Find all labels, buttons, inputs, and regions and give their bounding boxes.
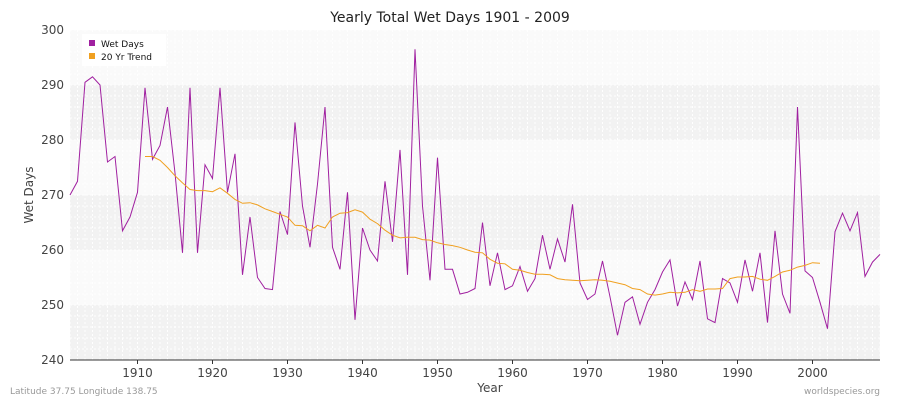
y-tick-label: 290 [41,78,64,92]
footer-location: Latitude 37.75 Longitude 138.75 [10,387,158,397]
legend-label-trend: 20 Yr Trend [101,53,152,63]
y-tick-label: 280 [41,133,64,147]
x-tick-label: 1950 [422,366,453,380]
footer-source: worldspecies.org [804,387,880,397]
y-axis-label: Wet Days [22,166,36,223]
x-tick-label: 1990 [722,366,753,380]
series-line-trend [145,156,821,296]
legend-label-wet-days: Wet Days [101,40,144,50]
x-axis-label: Year [476,381,502,395]
series-line-wet-days [69,49,881,336]
x-tick-label: 1970 [572,366,603,380]
x-tick-label: 1930 [272,366,303,380]
series-layer [69,49,881,336]
legend-swatch-wet-days [89,40,95,46]
x-tick-label: 1920 [197,366,228,380]
y-tick-label: 240 [41,353,64,367]
legend: Wet Days 20 Yr Trend [82,34,166,66]
y-tick-label: 260 [41,243,64,257]
grid-lines [69,29,881,361]
x-tick-label: 2000 [797,366,828,380]
x-tick-label: 1940 [347,366,378,380]
legend-swatch-trend [89,53,95,59]
legend-box [82,34,166,66]
y-tick-labels: 240 250 260 270 280 290 300 [41,23,64,367]
x-tick-labels: 1910 1920 1930 1940 1950 1960 1970 1980 1990 2000 [122,360,828,380]
chart-title: Yearly Total Wet Days 1901 - 2009 [329,10,570,26]
x-tick-label: 1910 [122,366,153,380]
x-tick-label: 1960 [497,366,528,380]
x-tick-label: 1980 [647,366,678,380]
y-tick-label: 270 [41,188,64,202]
y-tick-label: 300 [41,23,64,37]
y-tick-label: 250 [41,298,64,312]
